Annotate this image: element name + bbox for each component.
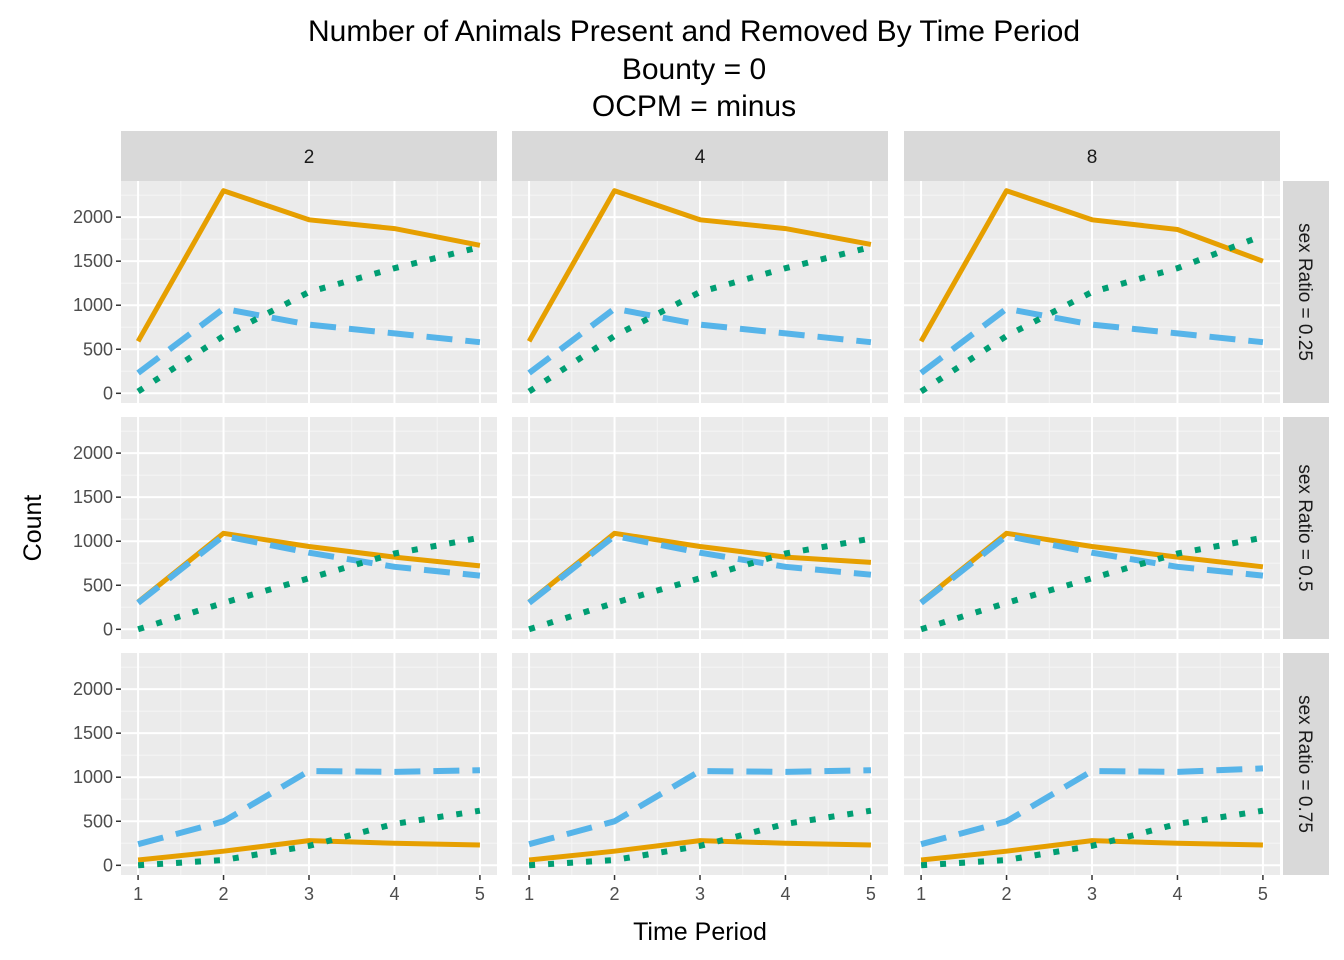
y-tick-label: 1500: [73, 487, 113, 507]
x-tick-label: 2: [1002, 884, 1012, 904]
chart-title-line-3: OCPM = minus: [592, 90, 796, 123]
chart-title-line-2: Bounty = 0: [622, 53, 766, 86]
y-tick-label: 2000: [73, 679, 113, 699]
x-tick-label: 2: [219, 884, 229, 904]
facet-strip-col-label-8: 8: [1087, 147, 1098, 168]
panel-r1-c3: [904, 181, 1280, 403]
chart-title-line-1: Number of Animals Present and Removed By…: [308, 15, 1080, 48]
x-tick-label: 4: [780, 884, 790, 904]
panel-r3-c3: 1 2 3 4 5: [904, 653, 1280, 904]
series-line-solid: [135, 188, 481, 343]
facet-strip-col-4: [512, 131, 888, 181]
series-line-solid: [527, 530, 872, 604]
panel-r3-c2: 1 2 3 4 5: [512, 653, 888, 904]
panel-r2-c3: [904, 417, 1280, 639]
x-tick-label: 5: [866, 884, 876, 904]
series-line-dashed: [919, 532, 1264, 606]
y-axis-title: Count: [19, 495, 47, 562]
y-tick-label: 0: [103, 619, 113, 639]
series-line-dashed: [528, 767, 871, 848]
y-tick-label: 0: [103, 855, 113, 875]
y-tick-label: 1000: [73, 767, 113, 787]
facet-strip-col-label-2: 2: [304, 147, 315, 168]
panel-r2-c1: 0 500 1000 1500 2000: [73, 417, 497, 639]
y-tick-label: 1000: [73, 531, 113, 551]
series-line-solid: [919, 530, 1264, 604]
series-line-solid: [528, 838, 871, 863]
facet-strip-row-label-1: sex Ratio = 0.25: [1294, 223, 1315, 361]
facet-strip-col-8: [904, 131, 1280, 181]
facet-strip-row-3: [1283, 653, 1329, 875]
chart-title: Number of Animals Present and Removed By…: [308, 15, 1080, 123]
series-line-solid: [137, 838, 480, 863]
y-tick-label: 2000: [73, 443, 113, 463]
x-tick-label: 2: [610, 884, 620, 904]
x-tick-label: 3: [695, 884, 705, 904]
series-line-dotted: [920, 534, 1264, 633]
series-line-dashed: [136, 532, 481, 606]
facet-strip-col-2: [121, 131, 497, 181]
series-line-dotted: [920, 807, 1264, 869]
series-line-solid: [920, 838, 1263, 863]
y-tick-label: 1000: [73, 295, 113, 315]
series-line-dotted: [137, 807, 481, 869]
x-tick-label: 3: [1087, 884, 1097, 904]
series-line-dashed: [527, 532, 872, 606]
y-tick-label: 0: [103, 383, 113, 403]
series-line-dashed: [137, 767, 480, 848]
y-tick-label: 500: [83, 811, 113, 831]
series-line-dashed: [920, 765, 1264, 848]
x-axis-title: Time Period: [633, 918, 767, 946]
series-line-solid: [918, 188, 1264, 343]
x-tick-label: 1: [524, 884, 534, 904]
y-tick-label: 1500: [73, 723, 113, 743]
facet-strip-col-label-4: 4: [695, 147, 706, 168]
series-line-dotted: [528, 807, 872, 869]
facet-strip-row-2: [1283, 417, 1329, 639]
x-tick-label: 4: [1172, 884, 1182, 904]
x-tick-label: 4: [389, 884, 399, 904]
series-line-dotted: [137, 534, 481, 633]
y-tick-label: 500: [83, 339, 113, 359]
panel-r1-c2: [512, 181, 888, 403]
facet-strip-row-label-3: sex Ratio = 0.75: [1294, 695, 1315, 833]
x-tick-label: 1: [133, 884, 143, 904]
y-tick-label: 2000: [73, 207, 113, 227]
x-tick-label: 3: [304, 884, 314, 904]
x-tick-label: 1: [916, 884, 926, 904]
panel-r1-c1: 0 500 1000 1500 2000: [73, 181, 497, 403]
facet-strip-row-label-2: sex Ratio = 0.5: [1294, 464, 1315, 591]
facet-panels: 2 4 8 sex Ratio = 0.25 sex Ratio = 0.5 sex Ra…: [73, 131, 1329, 904]
series-line-solid: [526, 188, 872, 343]
series-line-dotted: [528, 535, 872, 633]
y-tick-label: 1500: [73, 251, 113, 271]
panel-r3-c1: 0 500 1000 1500 2000 1 2 3 4 5: [73, 653, 497, 904]
facet-strip-row-1: [1283, 181, 1329, 403]
x-tick-label: 5: [1258, 884, 1268, 904]
series-line-solid: [136, 530, 481, 604]
y-tick-label: 500: [83, 575, 113, 595]
x-tick-label: 5: [475, 884, 485, 904]
panel-r2-c2: [512, 417, 888, 639]
